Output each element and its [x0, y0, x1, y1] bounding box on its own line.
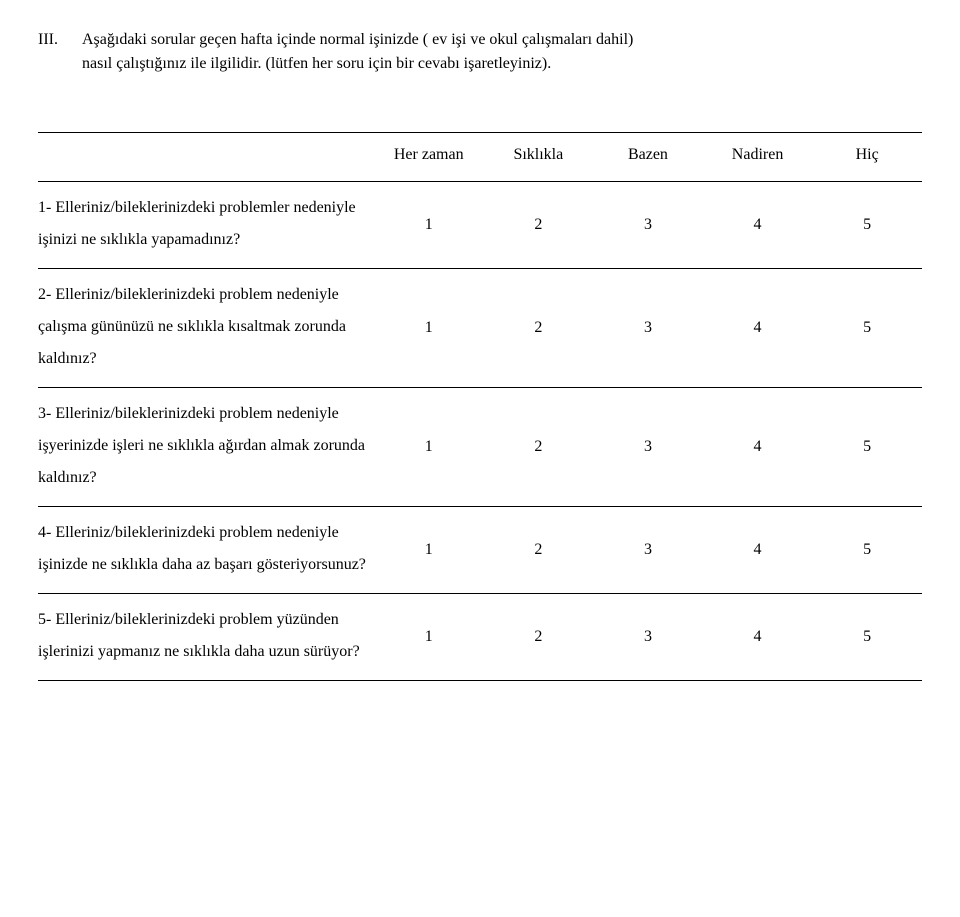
option-cell[interactable]: 5: [812, 594, 922, 681]
header-blank: [38, 133, 374, 182]
option-cell[interactable]: 5: [812, 269, 922, 388]
column-header: Nadiren: [703, 133, 813, 182]
option-cell[interactable]: 4: [703, 182, 813, 269]
option-cell[interactable]: 5: [812, 182, 922, 269]
column-header: Sıklıkla: [484, 133, 594, 182]
option-cell[interactable]: 5: [812, 388, 922, 507]
intro-text-1: Aşağıdaki sorular geçen hafta içinde nor…: [82, 28, 922, 52]
option-cell[interactable]: 4: [703, 507, 813, 594]
question-text: 1- Elleriniz/bileklerinizdeki problemler…: [38, 182, 374, 269]
option-cell[interactable]: 3: [593, 507, 703, 594]
section-marker: III.: [38, 28, 82, 52]
table-row: 3- Elleriniz/bileklerinizdeki problem ne…: [38, 388, 922, 507]
option-cell[interactable]: 1: [374, 507, 484, 594]
option-cell[interactable]: 3: [593, 182, 703, 269]
option-cell[interactable]: 2: [484, 182, 594, 269]
table-header-row: Her zaman Sıklıkla Bazen Nadiren Hiç: [38, 133, 922, 182]
question-text: 2- Elleriniz/bileklerinizdeki problem ne…: [38, 269, 374, 388]
option-cell[interactable]: 3: [593, 388, 703, 507]
intro-section: III. Aşağıdaki sorular geçen hafta içind…: [38, 28, 922, 76]
question-text: 4- Elleriniz/bileklerinizdeki problem ne…: [38, 507, 374, 594]
option-cell[interactable]: 2: [484, 388, 594, 507]
option-cell[interactable]: 1: [374, 594, 484, 681]
option-cell[interactable]: 1: [374, 269, 484, 388]
questionnaire-table: Her zaman Sıklıkla Bazen Nadiren Hiç 1- …: [38, 132, 922, 681]
option-cell[interactable]: 1: [374, 182, 484, 269]
option-cell[interactable]: 4: [703, 388, 813, 507]
option-cell[interactable]: 3: [593, 269, 703, 388]
table-row: 1- Elleriniz/bileklerinizdeki problemler…: [38, 182, 922, 269]
column-header: Bazen: [593, 133, 703, 182]
option-cell[interactable]: 2: [484, 269, 594, 388]
intro-line-2: nasıl çalıştığınız ile ilgilidir. (lütfe…: [82, 52, 922, 76]
column-header: Her zaman: [374, 133, 484, 182]
option-cell[interactable]: 2: [484, 507, 594, 594]
option-cell[interactable]: 4: [703, 594, 813, 681]
option-cell[interactable]: 1: [374, 388, 484, 507]
table-body: 1- Elleriniz/bileklerinizdeki problemler…: [38, 182, 922, 681]
option-cell[interactable]: 3: [593, 594, 703, 681]
question-text: 3- Elleriniz/bileklerinizdeki problem ne…: [38, 388, 374, 507]
column-header: Hiç: [812, 133, 922, 182]
question-text: 5- Elleriniz/bileklerinizdeki problem yü…: [38, 594, 374, 681]
intro-line-1: III. Aşağıdaki sorular geçen hafta içind…: [38, 28, 922, 52]
table-row: 2- Elleriniz/bileklerinizdeki problem ne…: [38, 269, 922, 388]
option-cell[interactable]: 2: [484, 594, 594, 681]
table-row: 5- Elleriniz/bileklerinizdeki problem yü…: [38, 594, 922, 681]
table-row: 4- Elleriniz/bileklerinizdeki problem ne…: [38, 507, 922, 594]
option-cell[interactable]: 4: [703, 269, 813, 388]
option-cell[interactable]: 5: [812, 507, 922, 594]
